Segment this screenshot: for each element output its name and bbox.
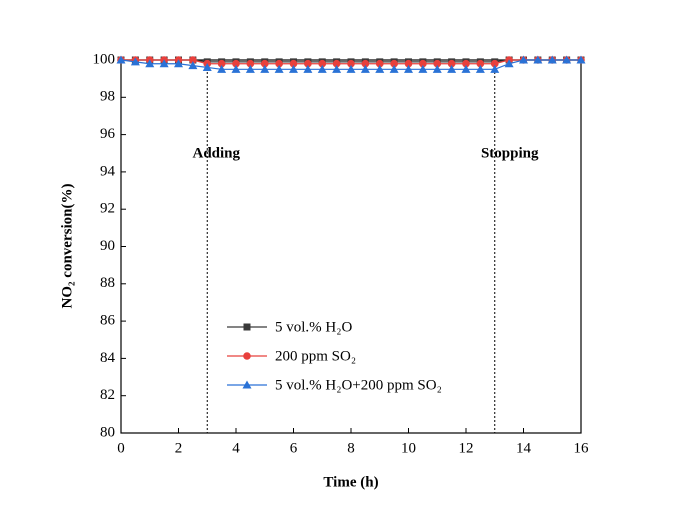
data-point: [189, 56, 197, 64]
data-point: [476, 59, 485, 68]
data-point: [418, 64, 428, 73]
legend-label: 200 ppm SO₂: [275, 348, 356, 364]
data-point: [275, 59, 283, 68]
x-tick-label: 6: [290, 440, 298, 456]
data-point: [116, 55, 126, 64]
data-point: [419, 59, 427, 68]
data-point: [303, 64, 313, 73]
data-point: [475, 64, 485, 73]
data-point: [289, 59, 298, 68]
legend-label: 5 vol.% H₂O: [275, 319, 352, 335]
y-tick-label: 84: [100, 350, 116, 366]
data-point: [461, 64, 471, 73]
data-point: [246, 59, 255, 68]
y-tick-label: 96: [100, 126, 116, 142]
data-point: [346, 64, 356, 73]
x-tick-label: 8: [347, 440, 355, 456]
data-point: [274, 64, 284, 73]
y-axis-label: NO₂ conversion(%): [59, 184, 75, 309]
data-point: [245, 64, 255, 73]
data-point: [304, 59, 312, 68]
data-point: [562, 55, 572, 64]
data-point: [576, 55, 586, 64]
data-point: [130, 57, 140, 66]
data-point: [347, 59, 355, 68]
y-tick-label: 94: [100, 163, 116, 179]
x-tick-label: 10: [401, 440, 416, 456]
y-tick-label: 92: [100, 201, 115, 217]
data-point: [462, 59, 470, 68]
data-point: [318, 59, 327, 68]
data-point: [504, 59, 514, 68]
annotation: Stopping: [481, 145, 539, 161]
data-point: [360, 64, 370, 73]
data-point: [375, 64, 385, 73]
data-point: [389, 64, 399, 73]
data-point: [260, 59, 269, 68]
data-point: [217, 59, 226, 68]
y-tick-label: 86: [100, 313, 116, 329]
data-point: [490, 59, 499, 68]
data-point: [289, 64, 298, 73]
legend-marker: [243, 323, 251, 331]
data-point: [260, 64, 270, 73]
x-tick-label: 2: [175, 440, 183, 456]
data-point: [361, 59, 370, 68]
y-tick-label: 98: [100, 89, 115, 105]
data-point: [447, 59, 456, 68]
x-tick-label: 0: [117, 440, 125, 456]
y-tick-label: 82: [100, 387, 115, 403]
data-point: [145, 59, 155, 68]
data-point: [332, 64, 342, 73]
y-tick-label: 90: [100, 238, 115, 254]
x-tick-label: 14: [516, 440, 532, 456]
annotation: Adding: [192, 145, 240, 161]
data-point: [533, 55, 543, 64]
data-point: [519, 55, 528, 64]
data-point: [432, 64, 442, 73]
data-point: [490, 64, 500, 73]
data-point: [433, 59, 442, 68]
legend-label: 5 vol.% H₂O+200 ppm SO₂: [275, 377, 442, 393]
x-axis-label: Time (h): [323, 474, 378, 490]
data-point: [375, 59, 384, 68]
legend-marker: [243, 352, 251, 360]
data-point: [217, 64, 227, 73]
data-point: [404, 64, 413, 73]
data-point: [202, 62, 212, 71]
data-point: [317, 64, 327, 73]
y-tick-label: 80: [100, 424, 115, 440]
data-point: [332, 59, 341, 68]
data-point: [232, 59, 240, 68]
data-point: [174, 59, 183, 68]
x-tick-label: 16: [574, 440, 590, 456]
y-tick-label: 88: [100, 275, 115, 291]
data-point: [390, 59, 398, 68]
data-point: [231, 64, 241, 73]
y-tick-label: 100: [93, 51, 116, 67]
data-point: [159, 59, 169, 68]
data-point: [547, 55, 557, 64]
x-tick-label: 4: [232, 440, 240, 456]
legend-marker: [242, 380, 252, 389]
x-tick-label: 12: [459, 440, 474, 456]
data-point: [404, 59, 413, 68]
data-point: [188, 61, 198, 70]
data-point: [447, 64, 457, 73]
